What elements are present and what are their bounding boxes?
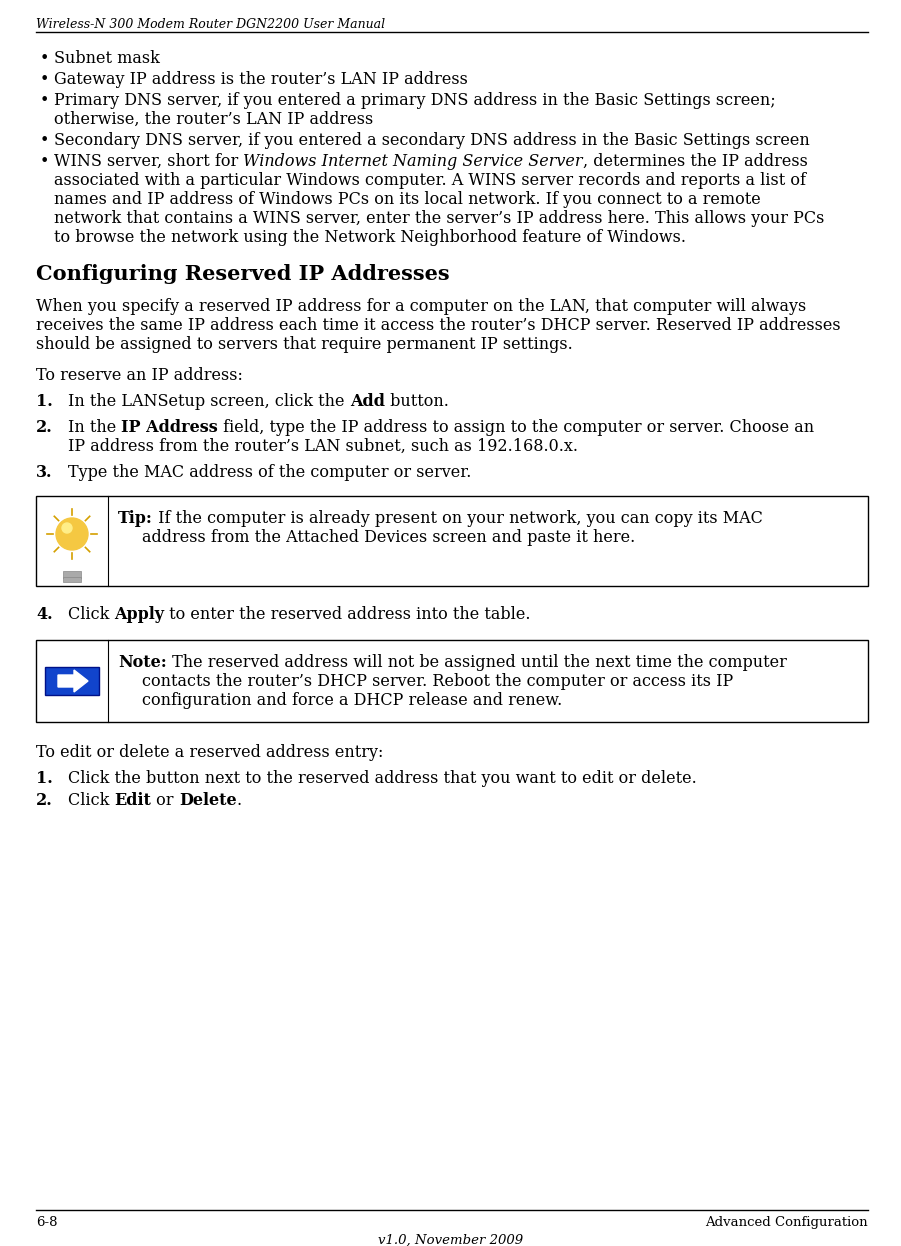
Text: Secondary DNS server, if you entered a secondary DNS address in the Basic Settin: Secondary DNS server, if you entered a s… [54, 132, 810, 150]
Text: Advanced Configuration: Advanced Configuration [705, 1216, 868, 1229]
Text: network that contains a WINS server, enter the server’s IP address here. This al: network that contains a WINS server, ent… [54, 211, 824, 227]
FancyBboxPatch shape [63, 577, 81, 582]
Text: IP address from the router’s LAN subnet, such as 192.168.0.x.: IP address from the router’s LAN subnet,… [68, 439, 578, 455]
Text: •: • [40, 92, 50, 108]
Text: button.: button. [385, 392, 449, 410]
Text: If the computer is already present on your network, you can copy its MAC: If the computer is already present on yo… [153, 510, 763, 527]
FancyBboxPatch shape [63, 571, 81, 578]
Text: names and IP address of Windows PCs on its local network. If you connect to a re: names and IP address of Windows PCs on i… [54, 191, 760, 208]
Text: Gateway IP address is the router’s LAN IP address: Gateway IP address is the router’s LAN I… [54, 71, 468, 88]
Text: In the: In the [68, 419, 122, 436]
Text: 2.: 2. [36, 792, 53, 809]
Text: WINS server, short for: WINS server, short for [54, 153, 243, 169]
Text: 2.: 2. [36, 419, 53, 436]
Text: should be assigned to servers that require permanent IP settings.: should be assigned to servers that requi… [36, 336, 573, 353]
Text: Type the MAC address of the computer or server.: Type the MAC address of the computer or … [68, 464, 471, 481]
Text: When you specify a reserved IP address for a computer on the LAN, that computer : When you specify a reserved IP address f… [36, 298, 806, 315]
Text: •: • [40, 153, 50, 169]
Circle shape [62, 523, 72, 533]
FancyBboxPatch shape [45, 667, 99, 695]
Text: v1.0, November 2009: v1.0, November 2009 [378, 1234, 523, 1246]
Text: Subnet mask: Subnet mask [54, 50, 159, 67]
Text: Windows Internet Naming Service Server: Windows Internet Naming Service Server [243, 153, 583, 169]
Text: address from the Attached Devices screen and paste it here.: address from the Attached Devices screen… [142, 530, 635, 546]
Text: Configuring Reserved IP Addresses: Configuring Reserved IP Addresses [36, 264, 450, 284]
Text: Apply: Apply [114, 606, 165, 623]
Text: 4.: 4. [36, 606, 52, 623]
Circle shape [56, 518, 88, 549]
Text: Tip:: Tip: [118, 510, 153, 527]
Text: To edit or delete a reserved address entry:: To edit or delete a reserved address ent… [36, 744, 383, 761]
Text: To reserve an IP address:: To reserve an IP address: [36, 368, 243, 384]
Text: .: . [237, 792, 241, 809]
Polygon shape [58, 670, 88, 692]
Text: Click: Click [68, 792, 114, 809]
Text: otherwise, the router’s LAN IP address: otherwise, the router’s LAN IP address [54, 111, 373, 128]
Text: field, type the IP address to assign to the computer or server. Choose an: field, type the IP address to assign to … [218, 419, 815, 436]
Text: 3.: 3. [36, 464, 52, 481]
Text: Add: Add [350, 392, 385, 410]
FancyBboxPatch shape [36, 640, 868, 721]
Text: Edit: Edit [114, 792, 151, 809]
Text: Note:: Note: [118, 654, 167, 672]
Text: receives the same IP address each time it access the router’s DHCP server. Reser: receives the same IP address each time i… [36, 316, 841, 334]
Text: Click the button next to the reserved address that you want to edit or delete.: Click the button next to the reserved ad… [68, 770, 696, 787]
Text: •: • [40, 50, 50, 67]
Text: 1.: 1. [36, 770, 53, 787]
Text: configuration and force a DHCP release and renew.: configuration and force a DHCP release a… [142, 692, 562, 709]
FancyBboxPatch shape [36, 496, 868, 586]
Text: contacts the router’s DHCP server. Reboot the computer or access its IP: contacts the router’s DHCP server. Reboo… [142, 673, 733, 690]
Text: , determines the IP address: , determines the IP address [583, 153, 808, 169]
Text: •: • [40, 71, 50, 88]
Text: associated with a particular Windows computer. A WINS server records and reports: associated with a particular Windows com… [54, 172, 806, 189]
Text: 6-8: 6-8 [36, 1216, 58, 1229]
Text: Click: Click [68, 606, 114, 623]
Text: In the LANSetup screen, click the: In the LANSetup screen, click the [68, 392, 350, 410]
Text: •: • [40, 132, 50, 150]
Text: or: or [151, 792, 179, 809]
Text: IP Address: IP Address [122, 419, 218, 436]
Text: Primary DNS server, if you entered a primary DNS address in the Basic Settings s: Primary DNS server, if you entered a pri… [54, 92, 776, 108]
Text: to enter the reserved address into the table.: to enter the reserved address into the t… [165, 606, 531, 623]
Text: The reserved address will not be assigned until the next time the computer: The reserved address will not be assigne… [167, 654, 787, 672]
Text: 1.: 1. [36, 392, 53, 410]
Text: to browse the network using the Network Neighborhood feature of Windows.: to browse the network using the Network … [54, 229, 686, 245]
Text: Wireless-N 300 Modem Router DGN2200 User Manual: Wireless-N 300 Modem Router DGN2200 User… [36, 17, 385, 31]
Text: Delete: Delete [179, 792, 237, 809]
